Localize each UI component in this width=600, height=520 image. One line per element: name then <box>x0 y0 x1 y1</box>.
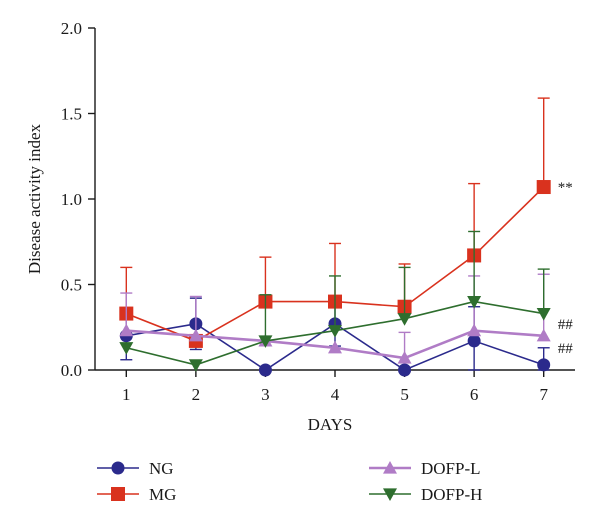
data-point <box>537 358 551 372</box>
x-tick-label: 7 <box>539 385 548 404</box>
legend-label: MG <box>149 485 176 504</box>
data-point <box>328 340 342 354</box>
data-point <box>467 296 482 309</box>
y-axis-label: Disease activity index <box>25 123 44 274</box>
data-point <box>536 180 551 195</box>
data-point <box>119 323 134 337</box>
y-tick-label: 0.5 <box>61 276 82 295</box>
legend-label: DOFP-L <box>421 459 481 478</box>
y-tick-label: 1.5 <box>61 105 82 124</box>
y-tick-label: 1.0 <box>61 190 82 209</box>
legend: NG MG DOFP-L DOFP-H <box>97 459 482 504</box>
x-tick-label: 3 <box>261 385 270 404</box>
data-point <box>328 325 342 338</box>
data-point <box>536 307 551 321</box>
data-point <box>188 328 203 342</box>
significance-mark: ## <box>558 317 574 333</box>
data-point <box>188 359 203 372</box>
y-ticks: 0.0 0.5 1.0 1.5 2.0 <box>61 19 95 380</box>
data-point <box>467 323 482 337</box>
legend-swatch-marker <box>383 488 397 501</box>
axes: 0.0 0.5 1.0 1.5 2.0 1 2 3 4 5 6 7 Disease activity… <box>25 19 575 434</box>
legend-item: MG <box>97 485 176 504</box>
data-point <box>398 363 412 377</box>
significance-mark: ## <box>558 341 574 357</box>
plot-series <box>119 97 551 377</box>
annotations: ** ## ## <box>558 180 574 357</box>
legend-swatch-marker <box>383 461 397 474</box>
x-axis-label: DAYS <box>308 415 353 434</box>
legend-item: DOFP-L <box>369 459 481 478</box>
data-point <box>397 351 412 364</box>
legend-label: NG <box>149 459 174 478</box>
y-tick-label: 0.0 <box>61 361 82 380</box>
significance-mark: ** <box>558 180 573 196</box>
data-point <box>258 363 272 377</box>
series-dofp-h <box>119 230 551 372</box>
legend-swatch-marker <box>111 461 125 475</box>
x-ticks: 1 2 3 4 5 6 7 <box>122 370 548 404</box>
x-tick-label: 2 <box>192 385 201 404</box>
legend-label: DOFP-H <box>421 485 482 504</box>
data-point <box>258 335 273 348</box>
x-tick-label: 1 <box>122 385 131 404</box>
legend-swatch-marker <box>111 487 125 501</box>
x-tick-label: 5 <box>400 385 409 404</box>
x-tick-label: 6 <box>470 385 479 404</box>
data-point <box>536 328 551 342</box>
data-point <box>397 313 412 326</box>
data-point <box>467 334 481 348</box>
legend-item: DOFP-H <box>369 485 482 504</box>
data-point <box>119 342 134 355</box>
y-tick-label: 2.0 <box>61 19 82 38</box>
legend-item: NG <box>97 459 174 478</box>
x-tick-label: 4 <box>331 385 340 404</box>
